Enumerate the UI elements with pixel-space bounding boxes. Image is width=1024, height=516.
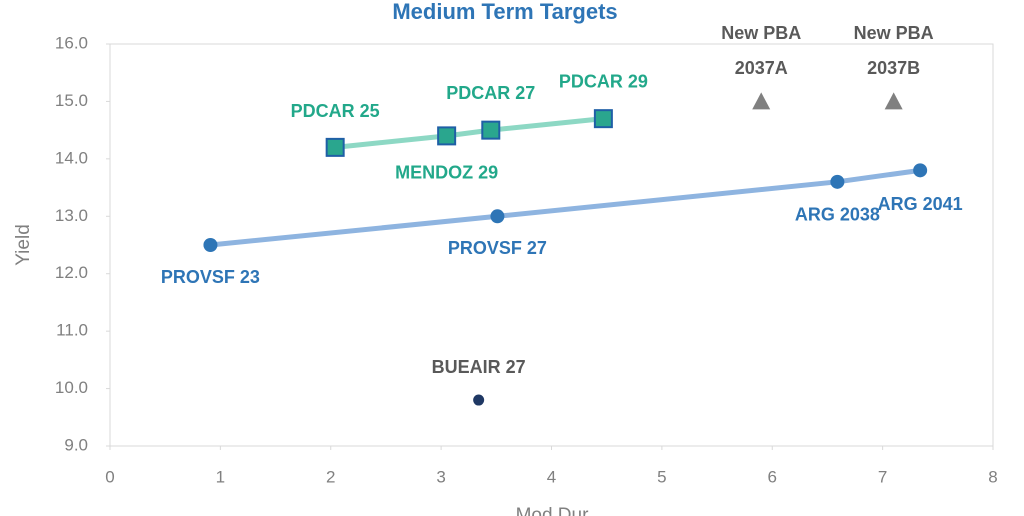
trend-line xyxy=(210,167,921,248)
y-tick-label: 16.0 xyxy=(55,33,88,52)
data-label: 2037B xyxy=(867,58,920,78)
data-label: PROVSF 23 xyxy=(161,267,260,287)
point xyxy=(884,92,903,110)
y-tick-label: 11.0 xyxy=(56,321,88,340)
point xyxy=(752,92,771,110)
point xyxy=(473,394,485,406)
point xyxy=(481,120,501,140)
data-label: ARG 2041 xyxy=(878,194,963,214)
x-tick-label: 5 xyxy=(657,467,666,486)
x-axis-title: Mod Dur xyxy=(516,505,590,516)
x-tick-label: 7 xyxy=(878,467,887,486)
x-tick-label: 2 xyxy=(326,467,335,486)
point xyxy=(913,163,928,178)
x-tick-label: 4 xyxy=(547,467,556,486)
x-tick-label: 6 xyxy=(768,467,777,486)
plot-frame xyxy=(109,43,994,447)
x-tick-label: 3 xyxy=(436,467,445,486)
point xyxy=(490,209,505,224)
data-label: MENDOZ 29 xyxy=(395,163,498,183)
point xyxy=(325,137,345,157)
trend-line xyxy=(334,116,604,150)
x-tick-label: 1 xyxy=(216,467,225,486)
chart-title: Medium Term Targets xyxy=(392,0,617,24)
y-axis-title: Yield xyxy=(13,224,34,266)
y-tick-label: 15.0 xyxy=(55,91,88,110)
y-tick-label: 12.0 xyxy=(55,263,88,282)
data-label: PROVSF 27 xyxy=(448,238,547,258)
data-label: ARG 2038 xyxy=(795,205,880,225)
point xyxy=(203,238,218,252)
data-label: PDCAR 27 xyxy=(446,83,535,103)
data-label: BUEAIR 27 xyxy=(432,357,526,377)
data-label: PDCAR 25 xyxy=(291,101,380,121)
x-tick-label: 0 xyxy=(105,467,114,486)
point xyxy=(593,109,613,129)
point xyxy=(437,126,457,146)
data-label: New PBA xyxy=(854,23,934,43)
y-tick-label: 14.0 xyxy=(55,148,88,167)
point xyxy=(830,174,845,189)
data-label: 2037A xyxy=(735,58,788,78)
data-label: PDCAR 29 xyxy=(559,71,648,91)
y-tick-label: 9.0 xyxy=(64,435,88,454)
data-label: New PBA xyxy=(721,23,801,43)
y-tick-label: 13.0 xyxy=(55,206,88,225)
x-tick-label: 8 xyxy=(988,467,997,486)
y-tick-label: 10.0 xyxy=(55,378,88,397)
